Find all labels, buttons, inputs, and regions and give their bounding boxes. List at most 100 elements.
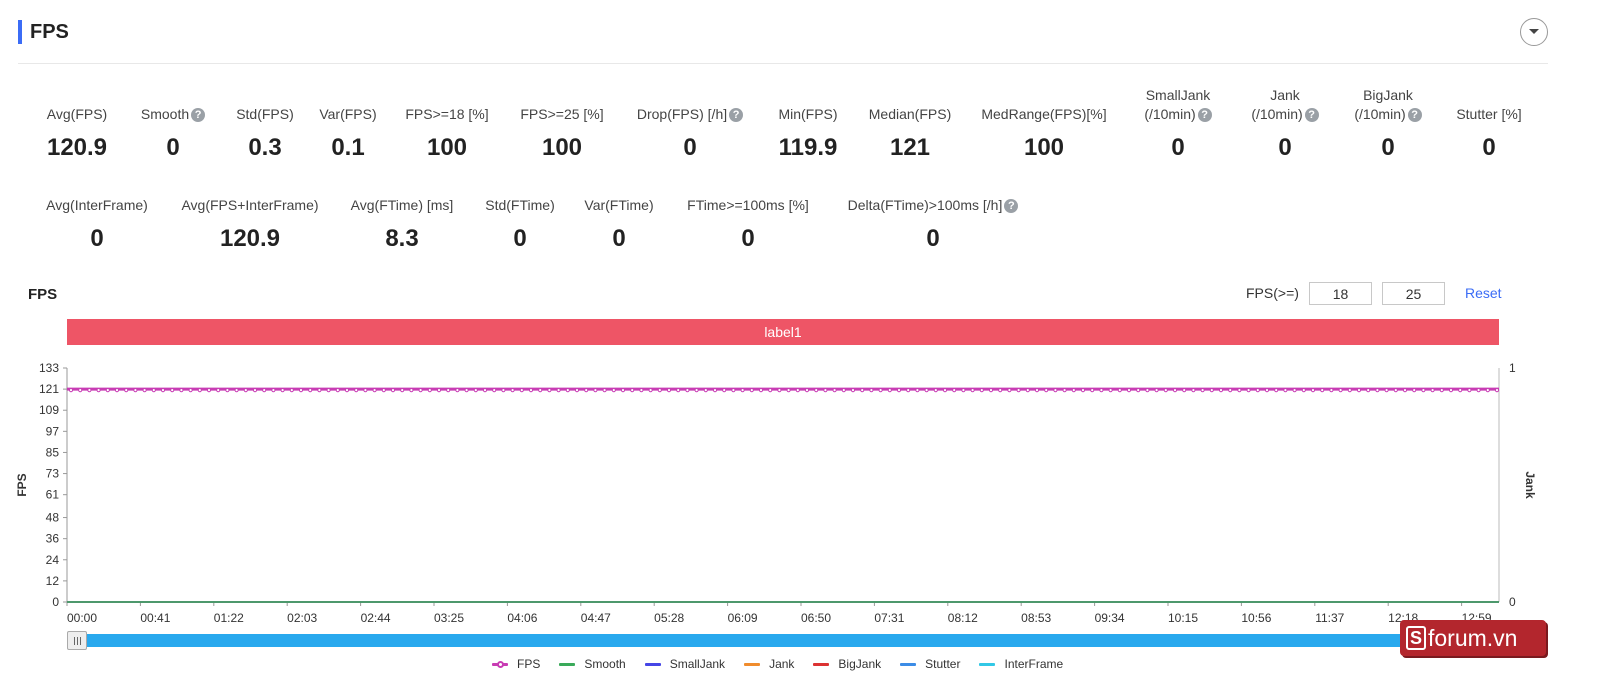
legend-label: FPS [517, 657, 541, 671]
fps-point [1044, 388, 1049, 393]
stat-label: SmallJank (/10min)? [1103, 84, 1253, 124]
stat-avg-interframe: Avg(InterFrame) 0 [22, 175, 172, 253]
help-icon[interactable]: ? [729, 107, 744, 122]
fps-point [878, 388, 883, 393]
fps-point [133, 388, 138, 393]
slider-handle[interactable] [67, 631, 87, 650]
stat-value: 0 [926, 225, 940, 252]
fps-point [87, 388, 92, 393]
stat-bigjank: BigJank (/10min)? 0 [1313, 84, 1463, 162]
fps-point [473, 388, 478, 393]
fps-point [832, 388, 837, 393]
x-tick-label: 10:56 [1241, 611, 1271, 625]
fps-point [114, 388, 120, 393]
fps-point [446, 388, 451, 393]
fps-point [78, 388, 83, 393]
y-tick-label: 12 [46, 574, 60, 588]
legend-item-jank[interactable]: Jank [744, 657, 794, 671]
stat-stutter: Stutter [%] 0 [1414, 84, 1564, 162]
reset-link[interactable]: Reset [1465, 285, 1502, 301]
time-range-slider[interactable] [67, 634, 1499, 647]
stat-value: 0.1 [331, 134, 365, 161]
fps-point [860, 388, 865, 393]
fps-point [887, 388, 892, 393]
stat-label: Avg(FPS) [46, 106, 108, 122]
fps-point [556, 388, 561, 393]
stat-value: 0.3 [248, 134, 282, 161]
fps-point [565, 388, 570, 393]
fps-point [124, 388, 129, 393]
threshold-input-1[interactable] [1309, 282, 1372, 305]
stat-value: 0 [612, 225, 626, 252]
x-tick-label: 11:37 [1315, 611, 1344, 625]
stat-label: Min(FPS) [778, 106, 838, 122]
fps-point [952, 388, 957, 393]
fps-point [1274, 388, 1279, 393]
fps-point [216, 388, 221, 393]
stat-label: FPS>=25 [%] [520, 106, 604, 122]
fps-point [602, 388, 607, 393]
fps-chart[interactable]: 0 12 24 36 48 61 73 85 97 109 121 133 0 1 FPS Jank 00:00… [0, 350, 1598, 630]
stat-median-fps: Median(FPS) 121 [835, 84, 985, 162]
help-icon[interactable]: ? [1407, 107, 1422, 122]
fps-point [1356, 388, 1362, 393]
fps-point [1412, 388, 1417, 393]
fps-point [308, 388, 313, 393]
legend-marker-icon [559, 659, 576, 669]
stat-label: FPS>=18 [%] [405, 106, 489, 122]
fps-point [712, 388, 718, 393]
legend-label: Jank [769, 657, 795, 671]
chevron-down-icon [1529, 29, 1539, 34]
x-tick-label: 09:34 [1095, 611, 1125, 625]
x-tick-label: 04:47 [581, 611, 611, 625]
fps-point [1283, 388, 1288, 393]
legend-item-bigjank[interactable]: BigJank [813, 657, 881, 671]
legend-item-smooth[interactable]: Smooth [559, 657, 626, 671]
fps-point [1366, 388, 1371, 393]
stat-var-fps: Var(FPS) 0.1 [273, 84, 423, 162]
label-band[interactable]: label1 [67, 319, 1499, 345]
watermark-logo: S [1406, 626, 1426, 650]
threshold-controls: FPS(>=) Reset [0, 282, 1598, 306]
fps-point [68, 388, 74, 393]
fps-point [731, 388, 736, 393]
x-tick-label: 02:03 [287, 611, 317, 625]
stat-value: 120.9 [46, 134, 108, 161]
fps-point [1338, 388, 1343, 393]
stat-label: Smooth? [98, 84, 248, 124]
fps-point [749, 388, 754, 393]
fps-point [915, 388, 920, 393]
fps-point [648, 388, 653, 393]
collapse-button[interactable] [1520, 18, 1548, 46]
fps-point [1007, 388, 1012, 393]
help-icon[interactable]: ? [1004, 198, 1019, 213]
legend-item-stutter[interactable]: Stutter [900, 657, 960, 671]
fps-point [170, 388, 175, 393]
fps-point [538, 388, 543, 393]
threshold-input-2[interactable] [1382, 282, 1445, 305]
help-icon[interactable]: ? [1197, 107, 1212, 122]
stat-fps-18: FPS>=18 [%] 100 [372, 84, 522, 162]
fps-point [234, 388, 239, 393]
stat-value: 100 [541, 134, 583, 161]
stat-min-fps: Min(FPS) 119.9 [733, 84, 883, 162]
x-tick-label: 10:15 [1168, 611, 1198, 625]
stat-value: 120.9 [219, 225, 281, 252]
fps-point [694, 388, 699, 393]
legend-item-interframe[interactable]: InterFrame [979, 657, 1063, 671]
fps-point [933, 388, 938, 393]
stat-medrange-fps: MedRange(FPS)[%] 100 [969, 84, 1119, 162]
legend-item-fps[interactable]: FPS [492, 657, 540, 671]
legend-label: InterFrame [1004, 657, 1064, 671]
x-tick-label: 04:06 [507, 611, 537, 625]
legend-item-smalljank[interactable]: SmallJank [644, 657, 725, 671]
fps-point [869, 388, 874, 393]
fps-point [1402, 388, 1408, 393]
y-tick-label: 0 [52, 595, 59, 609]
help-icon[interactable]: ? [191, 107, 206, 122]
fps-point [363, 388, 368, 393]
chart-legend: FPS Smooth SmallJank Jank BigJank Stutter Inte… [492, 656, 1082, 672]
x-tick-label: 07:31 [874, 611, 904, 625]
help-icon[interactable]: ? [1304, 107, 1319, 122]
fps-point [1246, 388, 1251, 393]
